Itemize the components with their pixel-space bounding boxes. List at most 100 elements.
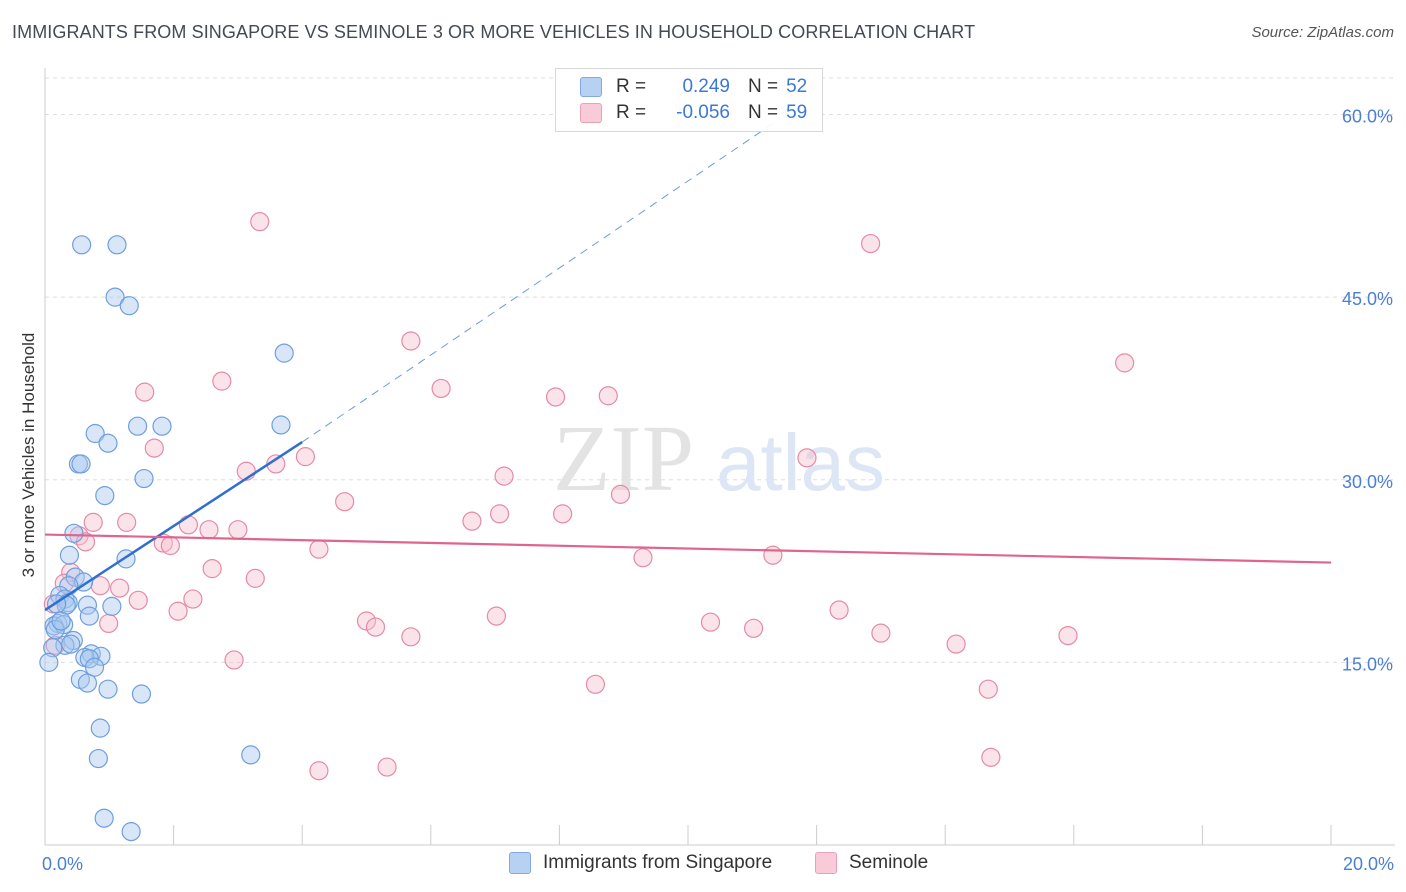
singapore-point — [274, 343, 294, 363]
singapore-point — [105, 287, 125, 307]
series-swatch-pink — [815, 852, 837, 874]
seminole-point — [598, 386, 618, 406]
singapore-point — [88, 748, 108, 769]
singapore-point — [72, 235, 92, 255]
singapore-point — [107, 235, 127, 255]
seminole-point — [117, 512, 137, 532]
y-axis-label: 3 or more Vehicles in Household — [19, 333, 38, 578]
seminole-point — [797, 448, 817, 468]
singapore-point — [43, 638, 63, 658]
source-label: Source: ZipAtlas.com — [1251, 24, 1394, 41]
watermark-atlas: atlas — [716, 418, 885, 507]
seminole-point — [486, 606, 506, 626]
singapore-point — [98, 433, 118, 453]
x-tick-label: 20.0% — [1343, 854, 1394, 874]
legend-swatch-pink — [580, 103, 602, 123]
legend-swatch-blue — [580, 77, 602, 97]
seminole-point — [135, 382, 155, 402]
seminole-point — [610, 484, 631, 504]
seminole-point — [763, 545, 783, 565]
tick-labels: 15.0% 30.0% 45.0% 60.0% 0.0% 20.0% — [42, 107, 1394, 874]
seminole-point — [295, 447, 316, 467]
seminole-point — [462, 511, 482, 531]
seminole-point — [700, 612, 721, 632]
singapore-point — [77, 673, 98, 693]
legend-row-singapore: R = 0.249 N = 52 — [580, 75, 807, 99]
series-label: Seminole — [849, 852, 929, 873]
series-legend-seminole[interactable]: Seminole — [815, 852, 928, 874]
y-tick-label: 60.0% — [1342, 107, 1393, 127]
seminole-point — [871, 623, 891, 643]
watermark: ZIP atlas — [553, 407, 885, 511]
series-label: Immigrants from Singapore — [543, 852, 773, 873]
seminole-point — [128, 590, 148, 610]
seminole-point — [335, 492, 355, 512]
seminole-point — [199, 520, 219, 540]
seminole-point — [144, 438, 164, 458]
seminole-point — [829, 600, 849, 620]
seminole-point — [743, 618, 764, 638]
seminole-point — [981, 747, 1001, 767]
seminole-point — [401, 627, 421, 647]
seminole-point — [633, 548, 653, 568]
singapore-point — [95, 485, 115, 506]
singapore-points — [39, 235, 294, 842]
seminole-point — [545, 387, 566, 407]
seminole-point — [45, 635, 65, 655]
legend-n-value: 52 — [786, 76, 808, 97]
seminole-point — [978, 679, 998, 699]
seminole-point — [1114, 353, 1135, 373]
seminole-point — [365, 617, 386, 637]
seminole-point — [212, 371, 232, 391]
legend-r-value: 0.249 — [682, 76, 730, 97]
seminole-point — [178, 515, 198, 535]
singapore-point — [102, 596, 122, 616]
singapore-point — [71, 454, 91, 474]
y-tick-label: 45.0% — [1342, 289, 1393, 309]
series-legend-singapore[interactable]: Immigrants from Singapore — [509, 852, 772, 874]
series-legend: Immigrants from Singapore Seminole — [0, 852, 1406, 878]
seminole-point — [309, 761, 329, 781]
seminole-point — [224, 650, 244, 670]
legend-row-seminole: R = -0.056 N = 59 — [580, 101, 807, 125]
seminole-point — [250, 212, 270, 232]
legend-r-value: -0.056 — [676, 102, 730, 123]
seminole-point — [431, 378, 451, 399]
singapore-point — [119, 296, 139, 316]
singapore-point — [127, 416, 148, 436]
seminole-point — [490, 504, 510, 524]
singapore-point — [121, 822, 141, 842]
singapore-point — [51, 611, 71, 631]
singapore-point — [152, 416, 172, 436]
singapore-point — [94, 808, 114, 828]
seminole-point — [401, 331, 421, 351]
singapore-point — [90, 718, 110, 738]
y-tick-label: 15.0% — [1342, 654, 1393, 674]
seminole-point — [861, 233, 881, 254]
seminole-point — [160, 535, 180, 556]
seminole-point — [228, 520, 248, 540]
chart-title: IMMIGRANTS FROM SINGAPORE VS SEMINOLE 3 … — [12, 22, 976, 42]
seminole-point — [202, 559, 222, 579]
singapore-point — [134, 468, 154, 489]
legend-n-label: N = — [748, 102, 779, 123]
legend-n-label: N = — [748, 76, 779, 97]
singapore-point — [79, 606, 99, 626]
seminole-trend-line — [44, 533, 1332, 564]
y-tick-label: 30.0% — [1342, 472, 1393, 492]
singapore-point — [241, 745, 261, 765]
trend-lines — [44, 115, 1332, 612]
legend-r-label: R = — [616, 102, 647, 123]
seminole-point — [553, 504, 573, 524]
singapore-point — [64, 523, 84, 543]
seminole-point — [377, 757, 397, 777]
seminole-point — [168, 601, 188, 621]
singapore-point — [39, 652, 59, 672]
singapore-trend-extension — [301, 115, 785, 443]
seminole-point — [946, 634, 966, 654]
stats-legend: R = 0.249 N = 52 R = -0.056 N = 59 — [555, 68, 823, 132]
watermark-zip: ZIP — [553, 407, 694, 511]
singapore-trend-line — [44, 440, 303, 612]
singapore-point — [85, 423, 105, 444]
